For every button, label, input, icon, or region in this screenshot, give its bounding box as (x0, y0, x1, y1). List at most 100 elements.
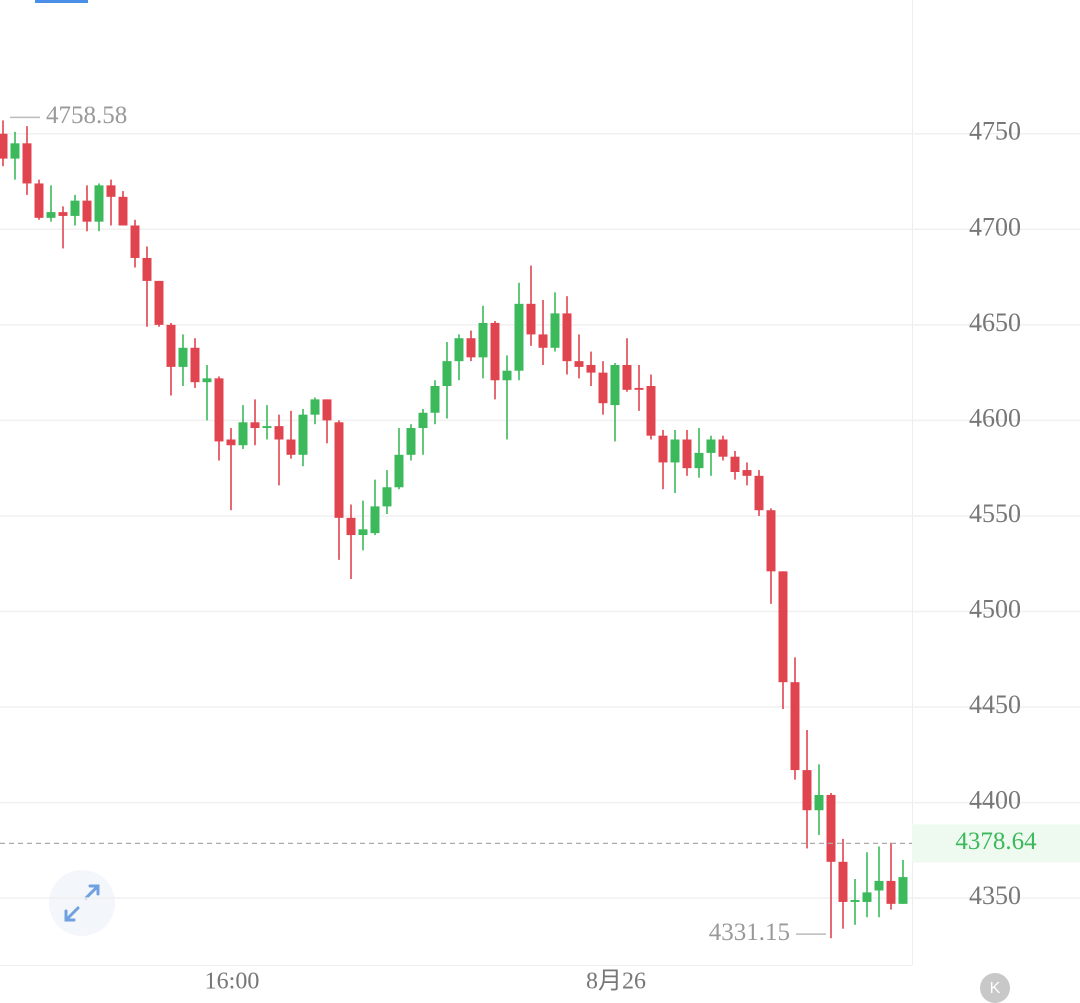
candle-body (238, 422, 248, 446)
candle-body (262, 426, 272, 429)
candle-body (442, 361, 452, 386)
candle-body (670, 439, 680, 463)
candle-body (94, 185, 104, 222)
y-tick-label: 4500 (969, 594, 1021, 623)
candle-body (190, 347, 200, 383)
y-tick-label: 4600 (969, 403, 1021, 432)
candle-body (694, 452, 704, 469)
candle-body (862, 892, 872, 902)
candle-body (874, 880, 884, 891)
candle-body (166, 324, 176, 367)
k-button-label[interactable]: K (990, 980, 1001, 997)
candle-body (490, 322, 500, 381)
candle-body (250, 422, 260, 429)
candle-body (46, 212, 56, 218)
candle-body (70, 200, 80, 216)
candle-body (610, 364, 620, 406)
candle-body (586, 364, 596, 373)
candle-body (682, 439, 692, 469)
candle-body (742, 470, 752, 476)
candle-body (658, 435, 668, 463)
k-button[interactable]: K (980, 973, 1010, 1003)
candle-body (298, 414, 308, 455)
y-tick-label: 4750 (969, 117, 1021, 146)
candle-body (802, 770, 812, 811)
candle-body (118, 196, 128, 226)
candle-body (274, 426, 284, 440)
low-marker-label: 4331.15 (709, 919, 790, 946)
y-tick-label: 4700 (969, 212, 1021, 241)
candle-body (310, 399, 320, 415)
candle-body (514, 303, 524, 371)
candle-body (394, 454, 404, 488)
y-tick-label: 4450 (969, 690, 1021, 719)
candle-body (622, 364, 632, 390)
y-tick-label: 4350 (969, 881, 1021, 910)
candle-body (430, 386, 440, 413)
candle-body (838, 861, 848, 902)
k-button-bg (980, 973, 1010, 1003)
candle-body (142, 257, 152, 281)
candle-body (82, 200, 92, 222)
candle-body (406, 428, 416, 455)
candle-body (214, 378, 224, 442)
candle-body (130, 225, 140, 258)
candle-body (562, 313, 572, 362)
candle-body (706, 439, 716, 453)
expand-icon (64, 884, 100, 922)
candle-body (286, 439, 296, 455)
candle-body (226, 439, 236, 446)
candle-body (22, 143, 32, 184)
candle-body (526, 303, 536, 335)
last-price-bg (912, 824, 1080, 863)
y-tick-label: 4550 (969, 499, 1021, 528)
candle-body (766, 510, 776, 572)
candle-body (538, 334, 548, 348)
candle-body (358, 529, 368, 536)
candle-body (382, 487, 392, 507)
candle-body (634, 387, 644, 390)
candle-body (502, 370, 512, 381)
candle-body (322, 399, 332, 421)
candle-body (778, 571, 788, 683)
candle-body (814, 794, 824, 811)
candle-body (466, 338, 476, 358)
candle-body (0, 133, 8, 159)
candle-body (370, 506, 380, 534)
x-tick-label: 8月26 (586, 969, 646, 995)
candle-body (334, 422, 344, 518)
last-price-label: 4378.64 (955, 828, 1037, 855)
y-tick-label: 4400 (969, 786, 1021, 815)
candle-body (826, 794, 836, 862)
candle-body (718, 439, 728, 457)
candle-body (202, 378, 212, 383)
expand-bg (49, 870, 115, 936)
candle-body (886, 880, 896, 904)
expand-button[interactable] (49, 870, 115, 936)
candle-body (574, 361, 584, 367)
x-tick-label: 16:00 (205, 969, 260, 995)
candle-body (454, 338, 464, 362)
candle-body (898, 877, 908, 904)
candle-body (646, 386, 656, 436)
candle-body (598, 372, 608, 404)
candle-body (550, 313, 560, 348)
candle-body (154, 280, 164, 325)
candle-body (850, 900, 860, 902)
candle-body (106, 185, 116, 197)
candle-body (178, 347, 188, 367)
candle-body (34, 183, 44, 218)
candle-body (58, 212, 68, 216)
candle-body (346, 517, 356, 536)
candle-body (754, 475, 764, 511)
candle-body (730, 456, 740, 472)
high-marker-label: 4758.58 (46, 102, 127, 129)
candle-body (478, 322, 488, 358)
candle-body (790, 682, 800, 771)
candle-body (418, 412, 428, 429)
y-tick-label: 4650 (969, 308, 1021, 337)
candle-body (10, 143, 20, 159)
tab-indicator (35, 0, 88, 3)
